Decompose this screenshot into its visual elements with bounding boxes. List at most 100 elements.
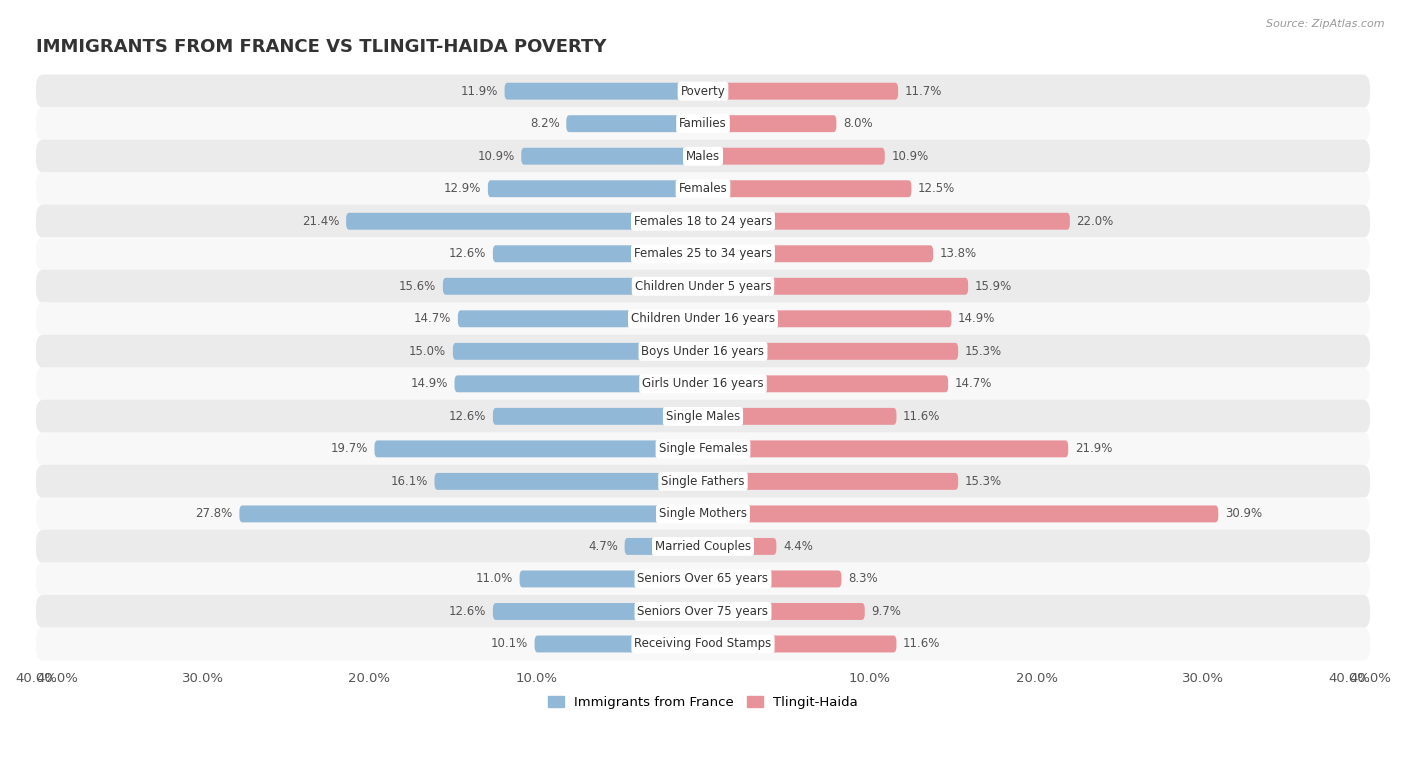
Text: 11.6%: 11.6% xyxy=(903,637,941,650)
Text: 14.7%: 14.7% xyxy=(413,312,451,325)
FancyBboxPatch shape xyxy=(703,83,898,99)
Text: 14.9%: 14.9% xyxy=(411,377,449,390)
Text: IMMIGRANTS FROM FRANCE VS TLINGIT-HAIDA POVERTY: IMMIGRANTS FROM FRANCE VS TLINGIT-HAIDA … xyxy=(37,38,606,56)
Text: 21.9%: 21.9% xyxy=(1076,443,1112,456)
FancyBboxPatch shape xyxy=(522,148,703,164)
Text: 21.4%: 21.4% xyxy=(302,215,339,227)
Text: 15.3%: 15.3% xyxy=(965,345,1002,358)
Text: Females: Females xyxy=(679,182,727,196)
Text: 14.7%: 14.7% xyxy=(955,377,993,390)
Text: 22.0%: 22.0% xyxy=(1077,215,1114,227)
FancyBboxPatch shape xyxy=(703,473,957,490)
Text: 8.2%: 8.2% xyxy=(530,117,560,130)
FancyBboxPatch shape xyxy=(703,635,897,653)
Text: 15.0%: 15.0% xyxy=(409,345,446,358)
Text: Children Under 5 years: Children Under 5 years xyxy=(634,280,772,293)
FancyBboxPatch shape xyxy=(454,375,703,393)
FancyBboxPatch shape xyxy=(703,343,957,360)
FancyBboxPatch shape xyxy=(35,628,1371,660)
FancyBboxPatch shape xyxy=(35,74,1371,108)
Text: 8.3%: 8.3% xyxy=(848,572,877,585)
FancyBboxPatch shape xyxy=(703,310,952,327)
FancyBboxPatch shape xyxy=(239,506,703,522)
Text: 12.5%: 12.5% xyxy=(918,182,956,196)
Text: 19.7%: 19.7% xyxy=(330,443,368,456)
FancyBboxPatch shape xyxy=(505,83,703,99)
FancyBboxPatch shape xyxy=(703,213,1070,230)
Text: 15.9%: 15.9% xyxy=(974,280,1012,293)
Text: 8.0%: 8.0% xyxy=(844,117,873,130)
FancyBboxPatch shape xyxy=(488,180,703,197)
FancyBboxPatch shape xyxy=(35,530,1371,563)
FancyBboxPatch shape xyxy=(374,440,703,457)
FancyBboxPatch shape xyxy=(35,335,1371,368)
FancyBboxPatch shape xyxy=(35,432,1371,465)
Text: Families: Families xyxy=(679,117,727,130)
Text: 14.9%: 14.9% xyxy=(957,312,995,325)
FancyBboxPatch shape xyxy=(703,538,776,555)
FancyBboxPatch shape xyxy=(35,139,1371,173)
Text: 12.6%: 12.6% xyxy=(449,410,486,423)
FancyBboxPatch shape xyxy=(703,115,837,132)
FancyBboxPatch shape xyxy=(703,278,969,295)
Text: 10.9%: 10.9% xyxy=(477,150,515,163)
FancyBboxPatch shape xyxy=(703,408,897,424)
Legend: Immigrants from France, Tlingit-Haida: Immigrants from France, Tlingit-Haida xyxy=(543,691,863,714)
Text: Seniors Over 75 years: Seniors Over 75 years xyxy=(637,605,769,618)
Text: Males: Males xyxy=(686,150,720,163)
Text: 12.6%: 12.6% xyxy=(449,247,486,260)
Text: 12.6%: 12.6% xyxy=(449,605,486,618)
Text: 10.1%: 10.1% xyxy=(491,637,527,650)
FancyBboxPatch shape xyxy=(520,571,703,587)
FancyBboxPatch shape xyxy=(703,148,884,164)
FancyBboxPatch shape xyxy=(35,270,1371,303)
Text: Married Couples: Married Couples xyxy=(655,540,751,553)
FancyBboxPatch shape xyxy=(35,368,1371,400)
FancyBboxPatch shape xyxy=(703,571,841,587)
FancyBboxPatch shape xyxy=(494,603,703,620)
Text: 16.1%: 16.1% xyxy=(391,475,427,488)
Text: Source: ZipAtlas.com: Source: ZipAtlas.com xyxy=(1267,19,1385,29)
Text: 11.0%: 11.0% xyxy=(475,572,513,585)
FancyBboxPatch shape xyxy=(534,635,703,653)
Text: Single Males: Single Males xyxy=(666,410,740,423)
FancyBboxPatch shape xyxy=(35,172,1371,205)
Text: Single Fathers: Single Fathers xyxy=(661,475,745,488)
Text: 11.6%: 11.6% xyxy=(903,410,941,423)
Text: Females 25 to 34 years: Females 25 to 34 years xyxy=(634,247,772,260)
FancyBboxPatch shape xyxy=(35,302,1371,335)
FancyBboxPatch shape xyxy=(35,595,1371,628)
Text: Seniors Over 65 years: Seniors Over 65 years xyxy=(637,572,769,585)
Text: Single Females: Single Females xyxy=(658,443,748,456)
FancyBboxPatch shape xyxy=(35,205,1371,238)
FancyBboxPatch shape xyxy=(35,465,1371,498)
Text: Receiving Food Stamps: Receiving Food Stamps xyxy=(634,637,772,650)
FancyBboxPatch shape xyxy=(458,310,703,327)
Text: 15.3%: 15.3% xyxy=(965,475,1002,488)
Text: Single Mothers: Single Mothers xyxy=(659,507,747,521)
FancyBboxPatch shape xyxy=(35,497,1371,531)
Text: Poverty: Poverty xyxy=(681,85,725,98)
Text: 9.7%: 9.7% xyxy=(872,605,901,618)
Text: Females 18 to 24 years: Females 18 to 24 years xyxy=(634,215,772,227)
FancyBboxPatch shape xyxy=(434,473,703,490)
FancyBboxPatch shape xyxy=(703,603,865,620)
Text: Boys Under 16 years: Boys Under 16 years xyxy=(641,345,765,358)
Text: 12.9%: 12.9% xyxy=(444,182,481,196)
Text: 11.7%: 11.7% xyxy=(905,85,942,98)
Text: 40.0%: 40.0% xyxy=(37,672,77,684)
FancyBboxPatch shape xyxy=(624,538,703,555)
Text: 40.0%: 40.0% xyxy=(1329,672,1369,684)
Text: 13.8%: 13.8% xyxy=(939,247,977,260)
FancyBboxPatch shape xyxy=(35,237,1371,271)
Text: 30.9%: 30.9% xyxy=(1225,507,1263,521)
Text: 10.9%: 10.9% xyxy=(891,150,929,163)
FancyBboxPatch shape xyxy=(703,375,948,393)
FancyBboxPatch shape xyxy=(703,246,934,262)
Text: 11.9%: 11.9% xyxy=(461,85,498,98)
Text: Children Under 16 years: Children Under 16 years xyxy=(631,312,775,325)
FancyBboxPatch shape xyxy=(35,562,1371,596)
FancyBboxPatch shape xyxy=(703,180,911,197)
FancyBboxPatch shape xyxy=(443,278,703,295)
Text: Girls Under 16 years: Girls Under 16 years xyxy=(643,377,763,390)
